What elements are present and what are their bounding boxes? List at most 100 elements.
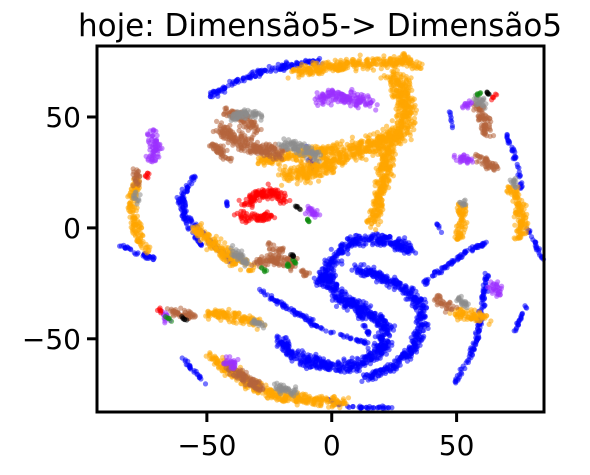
scatter-point-orange (215, 364, 222, 370)
scatter-point-orange (399, 118, 405, 124)
scatter-point-blue (342, 296, 348, 302)
scatter-point-orange (302, 69, 309, 76)
scatter-point-orange (331, 169, 337, 175)
scatter-point-orange (314, 67, 321, 73)
scatter-point-orange (327, 145, 333, 151)
scatter-point-blue (344, 334, 350, 340)
scatter-point-blue (421, 279, 427, 285)
scatter-point-blue (528, 234, 535, 240)
scatter-point-orange (325, 398, 331, 405)
scatter-point-blue (409, 345, 416, 351)
scatter-point-orange (203, 234, 209, 240)
scatter-point-orange (394, 103, 400, 109)
scatter-point-blue (333, 253, 339, 259)
scatter-point-blue (117, 243, 123, 249)
scatter-point-orange (300, 391, 306, 397)
scatter-point-orange (366, 136, 372, 142)
scatter-point-blue (514, 161, 520, 167)
scatter-point-orange (321, 168, 327, 174)
scatter-point-blue (373, 240, 379, 246)
scatter-point-blue (485, 272, 491, 279)
scatter-point-orange (370, 215, 376, 221)
scatter-point-blue (348, 359, 354, 365)
scatter-point-orange (380, 206, 386, 213)
scatter-point-orange (340, 61, 346, 67)
scatter-point-blue (179, 207, 185, 213)
scatter-point-blue (434, 268, 440, 274)
scatter-point-orange (398, 74, 404, 81)
scatter-point-orange (353, 68, 359, 74)
scatter-point-orange (134, 231, 140, 237)
scatter-point-orange (142, 245, 149, 251)
scatter-point-blue (414, 344, 420, 350)
scatter-point-orange (285, 75, 291, 81)
scatter-point-blue (417, 314, 423, 320)
scatter-point-blue (298, 313, 304, 319)
scatter-point-orange (512, 222, 518, 228)
scatter-point-orange (388, 56, 394, 62)
scatter-point-orange (378, 211, 384, 217)
scatter-point-orange (376, 141, 383, 147)
scatter-point-blue (197, 374, 203, 380)
scatter-point-blue (409, 350, 415, 356)
scatter-point-blue (324, 258, 330, 264)
scatter-point-orange (323, 149, 329, 155)
scatter-point-blue (369, 269, 375, 276)
scatter-point-orange (317, 172, 323, 179)
scatter-point-blue (376, 321, 382, 328)
scatter-point-blue (421, 333, 427, 339)
scatter-point-blue (383, 235, 389, 241)
scatter-point-blue (363, 241, 369, 247)
scatter-point-orange (335, 158, 342, 164)
scatter-point-orange (389, 86, 396, 92)
scatter-point-orange (453, 230, 459, 236)
scatter-point-blue (418, 298, 424, 304)
scatter-point-orange (375, 206, 381, 212)
scatter-point-blue (252, 73, 259, 79)
scatter-point-blue (344, 236, 350, 242)
scatter-point-blue (467, 245, 473, 251)
scatter-point-blue (375, 330, 381, 336)
scatter-point-blue (391, 286, 397, 293)
scatter-point-blue (322, 271, 328, 277)
scatter-point-orange (308, 167, 314, 173)
scatter-point-blue (406, 240, 412, 246)
scatter-point-orange (408, 137, 414, 143)
scatter-point-blue (293, 309, 299, 315)
scatter-point-orange (238, 317, 244, 324)
scatter-point-blue (335, 360, 341, 366)
scatter-point-blue (386, 347, 392, 353)
scatter-point-blue (260, 68, 266, 74)
scatter-point-orange (295, 168, 301, 174)
scatter-point-blue (328, 246, 334, 252)
scatter-point-blue (345, 251, 351, 257)
scatter-point-blue (361, 262, 367, 268)
scatter-point-blue (273, 298, 279, 304)
scatter-point-orange (213, 248, 220, 254)
scatter-point-orange (459, 215, 465, 221)
scatter-point-orange (378, 58, 384, 64)
scatter-point-blue (307, 364, 313, 370)
scatter-point-blue (480, 297, 486, 303)
scatter-point-orange (215, 243, 221, 249)
scatter-point-blue (258, 288, 264, 294)
scatter-point-orange (382, 188, 388, 194)
scatter-point-orange (207, 313, 213, 319)
scatter-point-blue (247, 74, 253, 80)
scatter-point-orange (387, 164, 393, 170)
scatter-point-blue (344, 302, 350, 308)
scatter-point-blue (375, 404, 381, 410)
scatter-point-orange (370, 140, 376, 146)
scatter-point-blue (191, 368, 197, 374)
scatter-point-blue (447, 112, 453, 118)
scatter-point-blue (381, 404, 387, 410)
scatter-point-blue (387, 322, 393, 328)
scatter-point-orange (357, 150, 363, 156)
scatter-point-blue (188, 215, 194, 221)
scatter-point-blue (399, 287, 405, 293)
scatter-point-orange (357, 52, 363, 58)
scatter-point-orange (341, 400, 348, 407)
scatter-point-blue (409, 291, 415, 297)
scatter-point-blue (365, 373, 372, 379)
scatter-point-blue (328, 330, 334, 336)
